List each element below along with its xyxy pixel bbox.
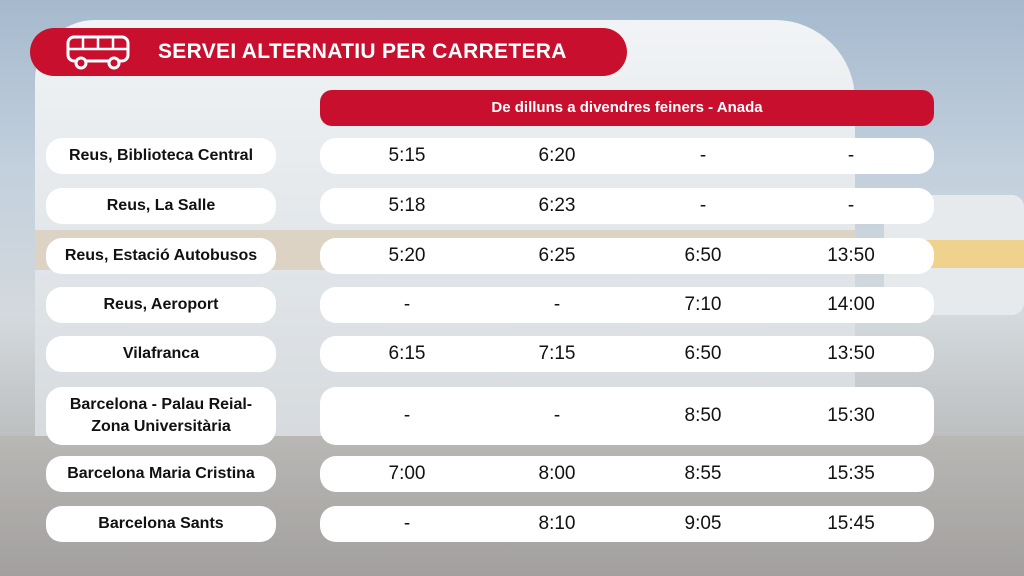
departure-time: 8:50 [684,405,722,426]
departure-time: - [403,405,411,426]
departure-time: - [403,294,411,315]
departure-time: 5:15 [388,145,426,166]
table-row: 5:20 6:25 6:50 13:50 [320,238,934,274]
departure-time: 8:00 [538,463,576,484]
table-row: - - 7:10 14:00 [320,287,934,323]
departure-time: 15:45 [827,513,875,534]
departure-time: 6:23 [538,195,576,216]
departure-time: 15:30 [827,405,875,426]
table-row: - 8:10 9:05 15:45 [320,506,934,542]
departure-time: - [553,405,561,426]
stop-name: Barcelona - Palau Reial- Zona Università… [46,387,276,445]
stop-name: Reus, Estació Autobusos [46,238,276,274]
departure-time: 5:18 [388,195,426,216]
departure-time: - [847,145,855,166]
departure-time: 6:50 [684,245,722,266]
departure-time: 15:35 [827,463,875,484]
departure-time: 9:05 [684,513,722,534]
table-row: 5:18 6:23 - - [320,188,934,224]
table-row: 7:00 8:00 8:55 15:35 [320,456,934,492]
stop-name: Barcelona Maria Cristina [46,456,276,492]
table-row: - - 8:50 15:30 [320,387,934,445]
departure-time: 14:00 [827,294,875,315]
table-row: 6:15 7:15 6:50 13:50 [320,336,934,372]
departure-time: 7:15 [538,343,576,364]
schedule-header: De dilluns a divendres feiners - Anada [320,90,934,126]
departure-time: 5:20 [388,245,426,266]
departure-time: 6:20 [538,145,576,166]
departure-time: 6:25 [538,245,576,266]
stop-name: Reus, Biblioteca Central [46,138,276,174]
title-banner: SERVEI ALTERNATIU PER CARRETERA [30,28,627,76]
stop-name: Reus, Aeroport [46,287,276,323]
stop-name: Barcelona Sants [46,506,276,542]
departure-time: 13:50 [827,343,875,364]
departure-time: 7:00 [388,463,426,484]
departure-time: - [847,195,855,216]
departure-time: 7:10 [684,294,722,315]
departure-time: - [403,513,411,534]
stop-name: Reus, La Salle [46,188,276,224]
departure-time: 13:50 [827,245,875,266]
departure-time: 6:15 [388,343,426,364]
departure-time: - [699,145,707,166]
page-title: SERVEI ALTERNATIU PER CARRETERA [158,40,567,63]
bus-icon [66,35,130,70]
departure-time: - [553,294,561,315]
departure-time: 8:10 [538,513,576,534]
departure-time: 8:55 [684,463,722,484]
table-row: 5:15 6:20 - - [320,138,934,174]
stop-name: Vilafranca [46,336,276,372]
departure-time: - [699,195,707,216]
departure-time: 6:50 [684,343,722,364]
